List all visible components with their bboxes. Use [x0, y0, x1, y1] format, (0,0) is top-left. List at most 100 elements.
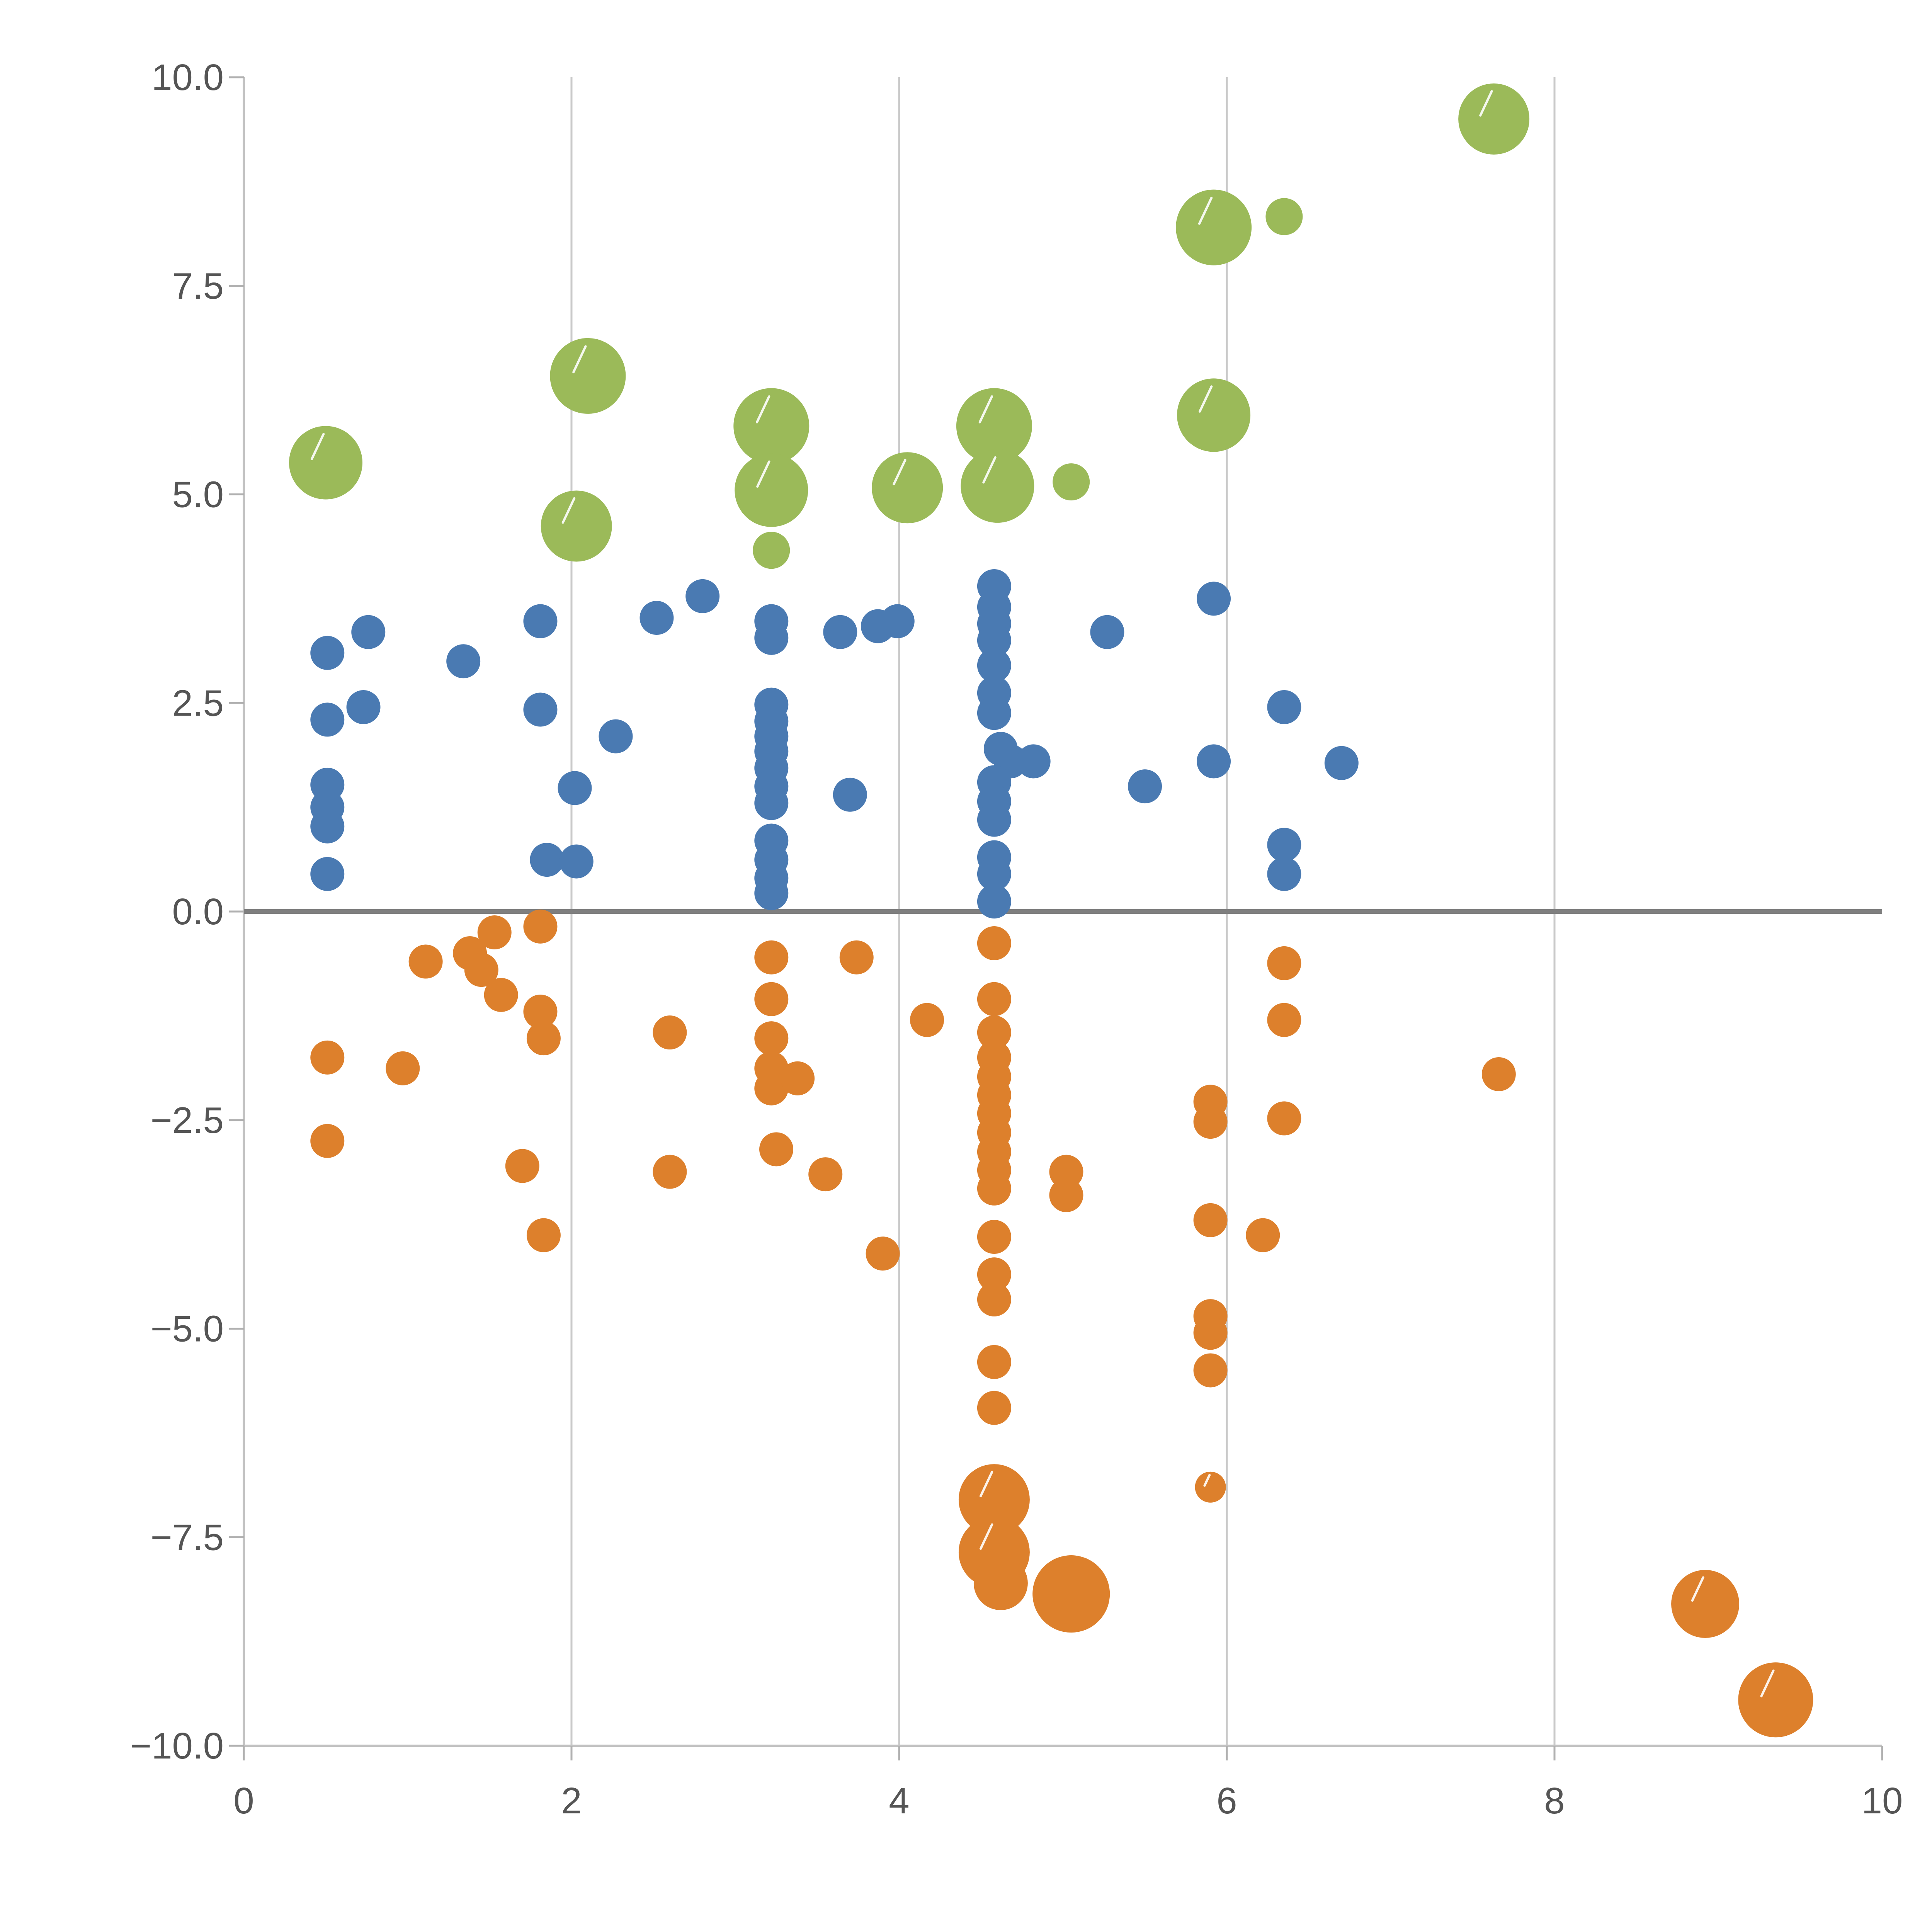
bubble-highlight-slash — [756, 395, 770, 423]
scatter-point — [1193, 1203, 1228, 1237]
y-tick-label: 10.0 — [151, 57, 224, 98]
scatter-point — [1195, 1471, 1226, 1503]
scatter-point — [977, 696, 1011, 730]
scatter-point — [977, 926, 1011, 961]
x-tick-label: 8 — [1544, 1780, 1565, 1821]
scatter-point — [1177, 378, 1251, 452]
bubble-highlight-slash — [1691, 1576, 1704, 1602]
scatter-point — [1458, 83, 1530, 155]
scatter-point — [754, 621, 789, 655]
scatter-point — [1738, 1662, 1813, 1738]
series-orange-dots — [310, 909, 1813, 1738]
scatter-point — [408, 944, 443, 979]
scatter-point — [310, 1040, 345, 1075]
scatter-point — [526, 1021, 561, 1056]
scatter-point — [685, 579, 720, 613]
scatter-point — [530, 843, 564, 877]
scatter-point — [558, 771, 592, 805]
y-tick-label: 2.5 — [172, 682, 224, 724]
scatter-point — [910, 1003, 944, 1037]
y-tick-label: 0.0 — [172, 891, 224, 932]
scatter-point — [1324, 746, 1359, 780]
scatter-point — [351, 615, 386, 649]
scatter-point — [346, 690, 381, 724]
scatter-point — [1267, 1003, 1301, 1037]
y-tick-label: 7.5 — [172, 265, 224, 307]
scatter-point — [1267, 857, 1301, 891]
scatter-point — [310, 1124, 345, 1158]
scatter-point — [653, 1155, 687, 1189]
scatter-point — [1128, 769, 1162, 804]
bubble-highlight-slash — [1479, 90, 1493, 117]
scatter-point — [977, 1391, 1011, 1425]
scatter-point — [310, 809, 345, 844]
scatter-point — [977, 982, 1011, 1016]
scatter-point — [754, 982, 789, 1016]
scatter-point — [289, 426, 362, 500]
y-tick-label: −7.5 — [150, 1517, 224, 1558]
scatter-point — [1267, 828, 1301, 862]
scatter-point — [1176, 189, 1252, 265]
scatter-point — [754, 876, 789, 910]
scatter-point — [653, 1015, 687, 1050]
scatter-point — [1016, 744, 1051, 779]
x-tick-label: 4 — [889, 1780, 909, 1821]
scatter-point — [1053, 463, 1090, 501]
y-tick-label: 5.0 — [172, 474, 224, 515]
bubble-highlight-slash — [982, 456, 997, 484]
bubble-highlight-slash — [978, 395, 993, 423]
scatter-point — [866, 1236, 900, 1271]
scatter-point — [977, 648, 1011, 683]
scatter-point — [446, 644, 481, 679]
scatter-point — [977, 884, 1011, 919]
bubble-highlight-slash — [561, 497, 576, 524]
scatter-point — [1265, 198, 1303, 235]
y-tick-label: −10.0 — [130, 1725, 224, 1767]
bubble-highlight-slash — [310, 433, 325, 460]
bubble-highlight-slash — [572, 345, 587, 374]
scatter-point — [977, 1345, 1011, 1379]
x-tick-label: 6 — [1216, 1780, 1237, 1821]
y-tick-label: −5.0 — [150, 1308, 224, 1350]
scatter-point — [505, 1149, 539, 1183]
scatter-point — [733, 388, 810, 464]
scatter-point — [523, 995, 558, 1029]
scatter-point — [961, 449, 1034, 523]
bubble-highlight-slash — [1198, 385, 1213, 413]
scatter-point — [541, 490, 612, 562]
scatter-point — [464, 953, 498, 987]
scatter-point — [1049, 1178, 1083, 1213]
scatter-point — [754, 1021, 789, 1056]
scatter-point — [754, 1071, 789, 1105]
scatter-point — [1267, 1101, 1301, 1136]
scatter-point — [310, 857, 345, 891]
scatter-point — [310, 702, 345, 737]
scatter-point — [386, 1051, 420, 1085]
scatter-point — [1246, 1218, 1280, 1252]
scatter-point — [550, 338, 626, 414]
scatter-point — [753, 532, 790, 569]
scatter-point — [1032, 1555, 1110, 1633]
scatter-point — [977, 1257, 1011, 1292]
bubble-highlight-slash — [979, 1523, 993, 1550]
y-tick-label: −2.5 — [150, 1100, 224, 1141]
scatter-point — [735, 453, 808, 527]
scatter-point — [973, 1556, 1028, 1610]
series-blue-dots — [310, 569, 1359, 919]
scatter-point — [781, 1061, 815, 1095]
scatter-point — [977, 623, 1011, 658]
scatter-point — [477, 915, 512, 949]
bubble-highlight-slash — [1760, 1669, 1775, 1697]
x-axis-ticks: 0 2 4 6 8 10 — [233, 1746, 1903, 1821]
scatter-point — [1193, 1105, 1228, 1139]
scatter-point — [977, 1015, 1011, 1050]
scatter-point — [1481, 1057, 1516, 1092]
scatter-point — [484, 978, 518, 1012]
bubble-highlight-slash — [1203, 1474, 1211, 1487]
scatter-point — [958, 1464, 1030, 1536]
scatter-point — [823, 615, 857, 649]
scatter-point — [523, 909, 558, 944]
bubble-highlight-slash — [893, 459, 906, 486]
